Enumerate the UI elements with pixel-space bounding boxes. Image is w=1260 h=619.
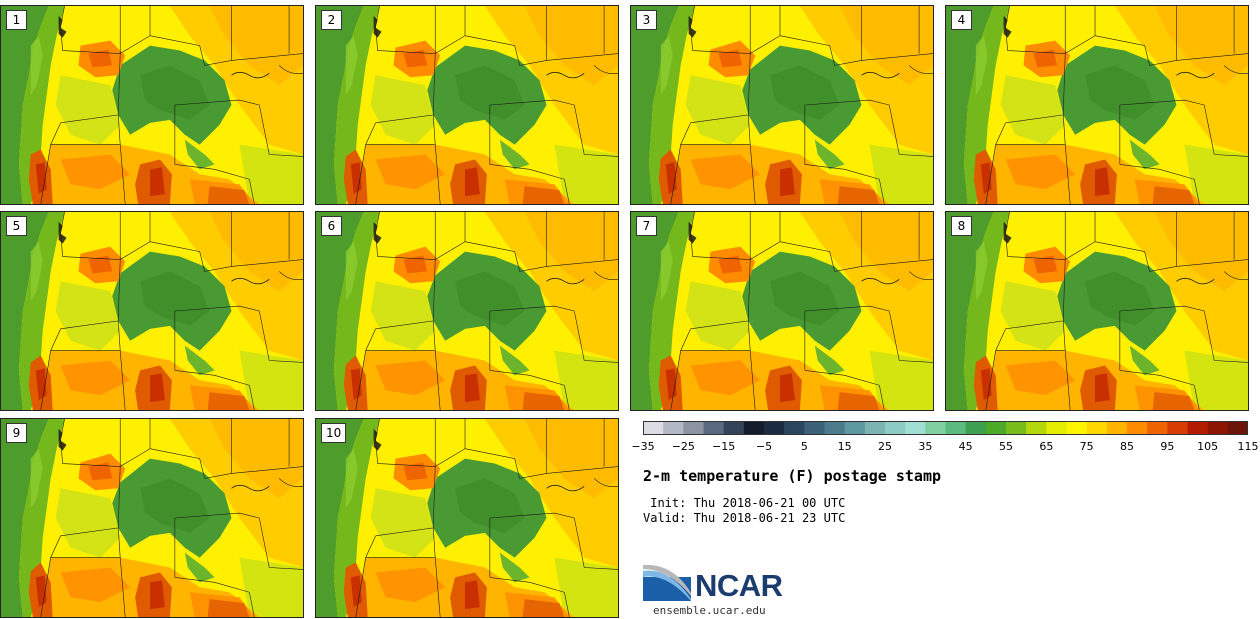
colorbar-tick-label: 85 (1120, 440, 1134, 453)
colorbar-swatch (1207, 421, 1229, 435)
colorbar-swatch (844, 421, 866, 435)
init-time: Init: Thu 2018-06-21 00 UTC (643, 496, 846, 510)
colorbar-tick-label: −5 (755, 440, 773, 453)
colorbar-swatch (1106, 421, 1128, 435)
ensemble-member-panel: 8 (945, 211, 1249, 411)
colorbar-tick-label: 5 (800, 440, 808, 453)
member-number-label: 10 (321, 423, 347, 443)
colorbar-swatch (1066, 421, 1088, 435)
colorbar-swatch (1127, 421, 1148, 435)
colorbar-tick-label: 115 (1237, 440, 1259, 453)
colorbar-swatch (703, 421, 725, 435)
temperature-map (631, 212, 933, 410)
temperature-map (946, 212, 1248, 410)
colorbar-swatch (965, 421, 987, 435)
temperature-map (1, 212, 303, 410)
temperature-colorbar (643, 421, 1248, 435)
colorbar-tick-label: 45 (958, 440, 973, 453)
colorbar-swatch (764, 421, 785, 435)
temperature-map (316, 212, 618, 410)
ensemble-member-panel: 1 (0, 5, 304, 205)
colorbar-swatch (1006, 421, 1027, 435)
colorbar-swatch (784, 421, 805, 435)
colorbar-tick-label: 35 (918, 440, 933, 453)
member-number-label: 2 (321, 10, 342, 30)
colorbar-swatch (643, 421, 664, 435)
colorbar-tick-label: 55 (999, 440, 1013, 453)
member-number-label: 7 (636, 216, 657, 236)
ncar-logo-text: NCAR (695, 568, 783, 603)
ensemble-url: ensemble.ucar.edu (653, 604, 766, 617)
colorbar-swatch (663, 421, 684, 435)
colorbar-swatch (1086, 421, 1108, 435)
colorbar-swatch (804, 421, 825, 435)
ensemble-member-panel: 6 (315, 211, 619, 411)
colorbar-swatch (925, 421, 946, 435)
member-number-label: 6 (321, 216, 342, 236)
temperature-map (316, 419, 618, 617)
colorbar-tick-label: 75 (1079, 440, 1094, 453)
colorbar-swatch (1026, 421, 1047, 435)
colorbar-tick-label: 105 (1197, 440, 1219, 453)
colorbar-swatch (1147, 421, 1168, 435)
colorbar-tick-label: 95 (1160, 440, 1175, 453)
colorbar-swatch (985, 421, 1007, 435)
colorbar-swatch (683, 421, 704, 435)
colorbar-swatch (905, 421, 926, 435)
colorbar-tick-label: 15 (837, 440, 852, 453)
valid-time: Valid: Thu 2018-06-21 23 UTC (643, 511, 846, 525)
colorbar-swatch (824, 421, 846, 435)
member-number-label: 5 (6, 216, 27, 236)
member-number-label: 1 (6, 10, 27, 30)
ensemble-member-panel: 10 (315, 418, 619, 618)
temperature-map (1, 419, 303, 617)
colorbar-tick-label: 25 (878, 440, 892, 453)
ensemble-member-panel: 7 (630, 211, 934, 411)
ensemble-member-panel: 3 (630, 5, 934, 205)
temperature-map (1, 6, 303, 204)
ensemble-member-panel: 4 (945, 5, 1249, 205)
colorbar-swatch (1227, 421, 1248, 435)
colorbar-tick-label: −15 (712, 440, 736, 453)
chart-title: 2-m temperature (F) postage stamp (643, 467, 942, 485)
colorbar-swatch (885, 421, 906, 435)
colorbar-swatch (1167, 421, 1188, 435)
member-number-label: 4 (951, 10, 972, 30)
member-number-label: 9 (6, 423, 27, 443)
ensemble-member-panel: 5 (0, 211, 304, 411)
colorbar-swatch (1187, 421, 1209, 435)
member-number-label: 8 (951, 216, 972, 236)
colorbar-tick-labels: −35 −25 −15 −5 5 15 25 35 45 55 65 75 85 95 105 115 (631, 440, 1258, 456)
colorbar-swatch (743, 421, 765, 435)
temperature-map (631, 6, 933, 204)
temperature-map (316, 6, 618, 204)
temperature-map (946, 6, 1248, 204)
colorbar-swatch (864, 421, 886, 435)
colorbar-swatch (723, 421, 745, 435)
colorbar-swatch (945, 421, 967, 435)
ensemble-member-panel: 2 (315, 5, 619, 205)
ncar-logo-icon (643, 564, 691, 601)
member-number-label: 3 (636, 10, 657, 30)
colorbar-tick-label: −35 (631, 440, 655, 453)
colorbar-tick-label: 65 (1039, 440, 1054, 453)
ensemble-member-panel: 9 (0, 418, 304, 618)
colorbar-border (643, 421, 1248, 435)
colorbar-tick-label: −25 (671, 440, 695, 453)
colorbar-swatch (1046, 421, 1067, 435)
